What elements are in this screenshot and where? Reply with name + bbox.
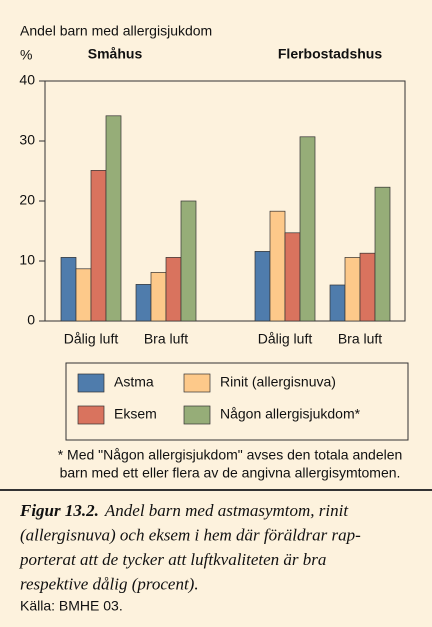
bar <box>180 200 197 322</box>
bar <box>254 251 271 322</box>
bar <box>344 257 361 322</box>
legend-label: Någon allergisjukdom* <box>220 406 361 422</box>
legend-box <box>65 362 409 441</box>
bar <box>150 272 167 322</box>
legend-swatch <box>77 405 105 425</box>
y-tick-label: 20 <box>19 192 35 208</box>
bar <box>329 284 346 322</box>
legend-swatch <box>183 405 211 425</box>
bar <box>105 115 122 322</box>
y-axis-label: % <box>20 47 32 63</box>
source: Källa: BMHE 03. <box>20 598 123 614</box>
bar <box>299 136 316 322</box>
bar <box>75 268 92 322</box>
legend-label: Astma <box>114 374 154 390</box>
caption-line: (allergisnuva) och eksem i hem där föräl… <box>20 525 361 544</box>
bar <box>90 170 107 322</box>
legend-swatch <box>183 373 211 393</box>
legend-label: Eksem <box>114 406 157 422</box>
y-tick-label: 0 <box>27 312 35 328</box>
x-tick-label: Bra luft <box>144 331 188 347</box>
bar <box>284 232 301 322</box>
caption-line: respektive dålig (procent). <box>20 574 199 593</box>
footnote: * Med "Någon allergisjukdom" avses den t… <box>58 447 403 463</box>
bar <box>135 284 152 322</box>
y-tick-label: 10 <box>19 252 35 268</box>
legend-swatch <box>77 373 105 393</box>
caption-line: Andel barn med astmasymtom, rinit <box>104 501 349 520</box>
bar <box>359 252 376 322</box>
y-tick-label: 30 <box>19 132 35 148</box>
footnote: barn med ett eller flera av de angivna a… <box>60 465 401 481</box>
caption-line: porterat att de tycker att luftkvalitete… <box>19 550 326 569</box>
x-tick-label: Dålig luft <box>258 331 313 347</box>
bar <box>374 186 391 322</box>
group-label: Småhus <box>88 46 143 62</box>
chart-title: Andel barn med allergisjukdom <box>20 23 212 39</box>
bar <box>269 210 286 322</box>
caption-label: Figur 13.2. <box>19 501 99 520</box>
y-tick-label: 40 <box>19 72 35 88</box>
x-tick-label: Dålig luft <box>64 331 119 347</box>
bar <box>165 257 182 322</box>
x-tick-label: Bra luft <box>338 331 382 347</box>
bar <box>60 257 77 322</box>
group-label: Flerbostadshus <box>278 46 382 62</box>
legend-label: Rinit (allergisnuva) <box>220 374 336 390</box>
